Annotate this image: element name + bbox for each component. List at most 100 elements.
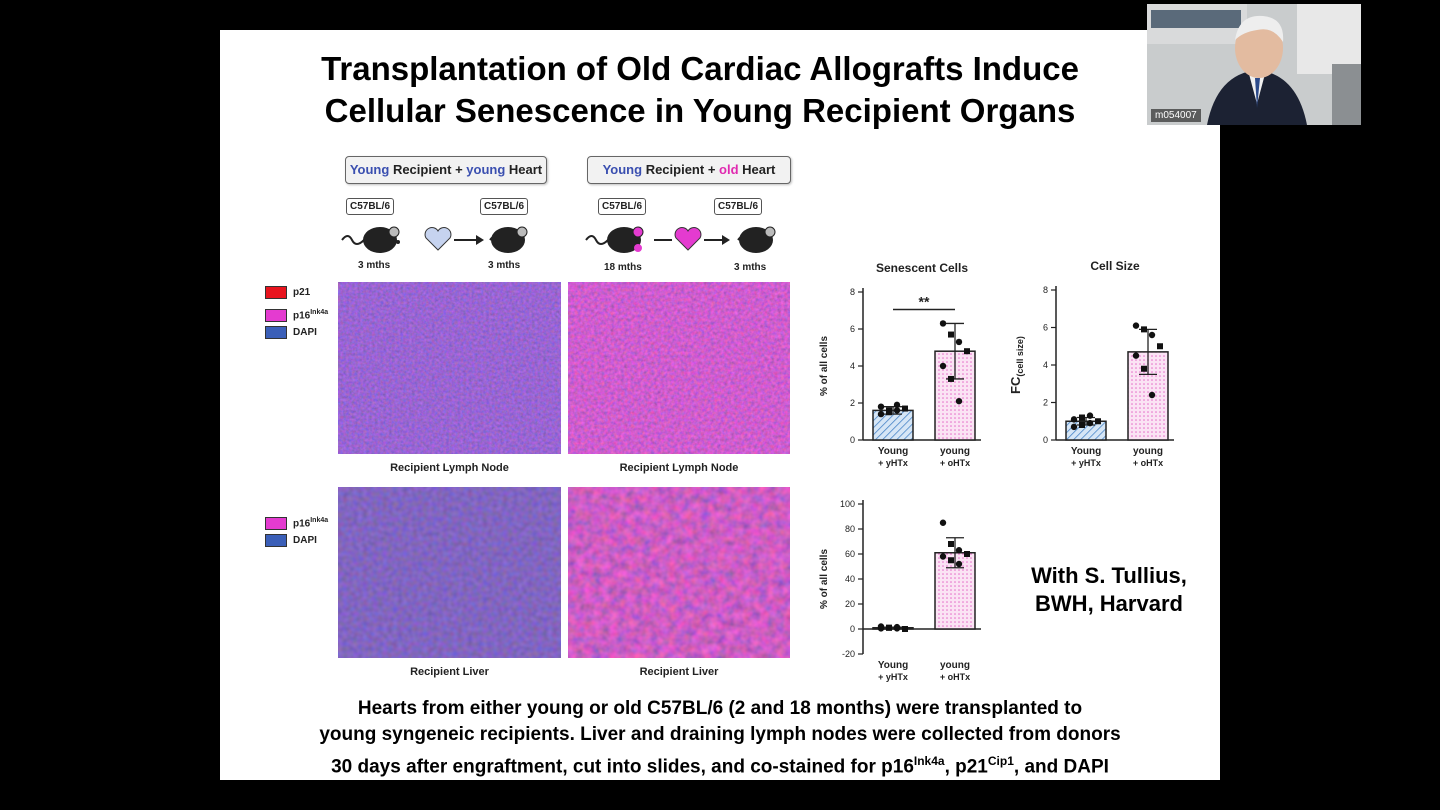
x-tick-label: Young — [878, 660, 908, 671]
legend-p16: p16Ink4a — [265, 514, 328, 531]
lymph-node-young-image — [338, 282, 561, 454]
title-line-2: Cellular Senescence in Young Recipient O… — [324, 92, 1076, 129]
y-tick-label: -20 — [842, 649, 855, 659]
liver-young-image — [338, 487, 561, 658]
x-tick-label: + yHTx — [878, 672, 908, 682]
webcam-participant-name: m054007 — [1151, 109, 1201, 122]
strain-label: C57BL/6 — [598, 198, 646, 215]
liver-senescent-cells-chart: -20 0 20 40 60 80 100 % of all cells Young+ yHTx… — [819, 499, 981, 682]
y-tick-label: 40 — [845, 574, 855, 584]
cond-text: Heart — [505, 162, 543, 177]
y-tick-label: 0 — [850, 624, 855, 634]
legend-swatch — [265, 286, 287, 299]
image-caption: Recipient Liver — [410, 666, 489, 678]
y-tick-label: 2 — [1043, 398, 1048, 408]
lymph-node-old-image — [568, 282, 790, 454]
image-caption: Recipient Lymph Node — [390, 462, 509, 474]
y-tick-label: 100 — [840, 499, 855, 509]
x-tick-label: Young — [1071, 446, 1101, 457]
condition-young-heart: Young Recipient + young Heart — [345, 156, 547, 184]
data-point — [886, 407, 892, 414]
data-point — [886, 624, 892, 631]
cond-text: old — [719, 162, 739, 177]
data-point — [955, 547, 963, 554]
legend-p21: p21 — [265, 286, 310, 300]
old-transplant-diagram — [585, 226, 776, 253]
desc-line-2: young syngeneic recipients. Liver and dr… — [319, 724, 1121, 745]
y-tick-label: 6 — [850, 324, 855, 334]
data-point — [893, 623, 901, 631]
chart-title: Cell Size — [1090, 259, 1140, 273]
webcam-thumbnail[interactable]: m054007 — [1147, 4, 1361, 125]
heart-icon — [674, 227, 702, 251]
data-point — [964, 551, 970, 557]
y-tick-label: 0 — [850, 435, 855, 445]
data-point — [948, 557, 954, 564]
x-tick-label: young — [940, 660, 970, 671]
data-point — [948, 541, 954, 547]
legend-label: DAPI — [293, 327, 317, 339]
desc-sup: Ink4a — [913, 754, 945, 768]
y-tick-label: 4 — [1043, 360, 1048, 370]
data-point — [955, 397, 963, 405]
strain-label: C57BL/6 — [346, 198, 394, 215]
y-tick-label: 80 — [845, 524, 855, 534]
credit-line-2: BWH, Harvard — [1035, 591, 1183, 616]
strain-label: C57BL/6 — [480, 198, 528, 215]
data-point — [1070, 416, 1078, 423]
age-label: 3 mths — [358, 260, 391, 271]
legend-label: DAPI — [293, 535, 317, 547]
y-tick-label: 4 — [850, 361, 855, 371]
data-point — [1086, 412, 1094, 419]
data-point — [1141, 365, 1147, 372]
cond-text: Heart — [738, 162, 776, 177]
image-caption: Recipient Liver — [639, 666, 719, 678]
x-tick-label: Young — [878, 446, 908, 457]
slide-title: Transplantation of Old Cardiac Allograft… — [220, 48, 1180, 132]
significance-label: ** — [919, 293, 930, 309]
condition-old-heart: Young Recipient + old Heart — [587, 156, 791, 184]
legend-dapi: DAPI — [265, 326, 317, 340]
cond-text: Recipient + — [642, 162, 720, 177]
mouse-icon — [585, 226, 644, 253]
chart-title: Senescent Cells — [876, 261, 968, 275]
y-tick-label: 8 — [1043, 285, 1048, 295]
y-tick-label: 0 — [1043, 435, 1048, 445]
desc-sup: Cip1 — [987, 754, 1014, 768]
legend-label: p16 — [293, 310, 311, 322]
desc-line-1: Hearts from either young or old C57BL/6 … — [357, 698, 1083, 719]
cond-text: young — [466, 162, 506, 177]
data-point — [1132, 352, 1140, 359]
x-tick-label: + oHTx — [940, 672, 970, 682]
legend-dapi: DAPI — [265, 534, 317, 548]
desc-text: 30 days after engraftment, cut into slid… — [331, 756, 914, 778]
y-axis-label: FC(cell size) — [1008, 336, 1025, 394]
x-tick-label: + yHTx — [1071, 458, 1101, 468]
data-point — [1148, 391, 1156, 399]
legend-label: p16 — [293, 518, 311, 530]
data-point — [902, 626, 908, 632]
data-point — [1079, 422, 1085, 428]
cond-text: Young — [349, 162, 390, 177]
legend-sup: Ink4a — [310, 309, 329, 316]
slide: Transplantation of Old Cardiac Allograft… — [220, 30, 1220, 780]
legend-label: p21 — [293, 287, 311, 299]
mouse-icon — [341, 226, 400, 253]
x-tick-label: + oHTx — [940, 458, 970, 468]
x-tick-label: + yHTx — [878, 458, 908, 468]
cell-size-chart: Cell Size 0 2 4 6 8 FC(cell size) Young+ yHTx yo… — [1008, 259, 1174, 468]
young-transplant-diagram — [341, 226, 528, 253]
bar — [934, 552, 976, 630]
data-point — [893, 407, 901, 414]
desc-text: , and DAPI — [1013, 756, 1109, 778]
legend-swatch — [265, 517, 287, 531]
data-point — [877, 625, 885, 632]
desc-line-3: 30 days after engraftment, cut into slid… — [220, 748, 1220, 780]
legend-swatch — [265, 534, 287, 547]
y-tick-label: 2 — [850, 398, 855, 408]
data-point — [955, 338, 963, 346]
webcam-video — [1147, 4, 1361, 125]
legend-swatch — [265, 326, 287, 339]
data-point — [1148, 331, 1156, 339]
